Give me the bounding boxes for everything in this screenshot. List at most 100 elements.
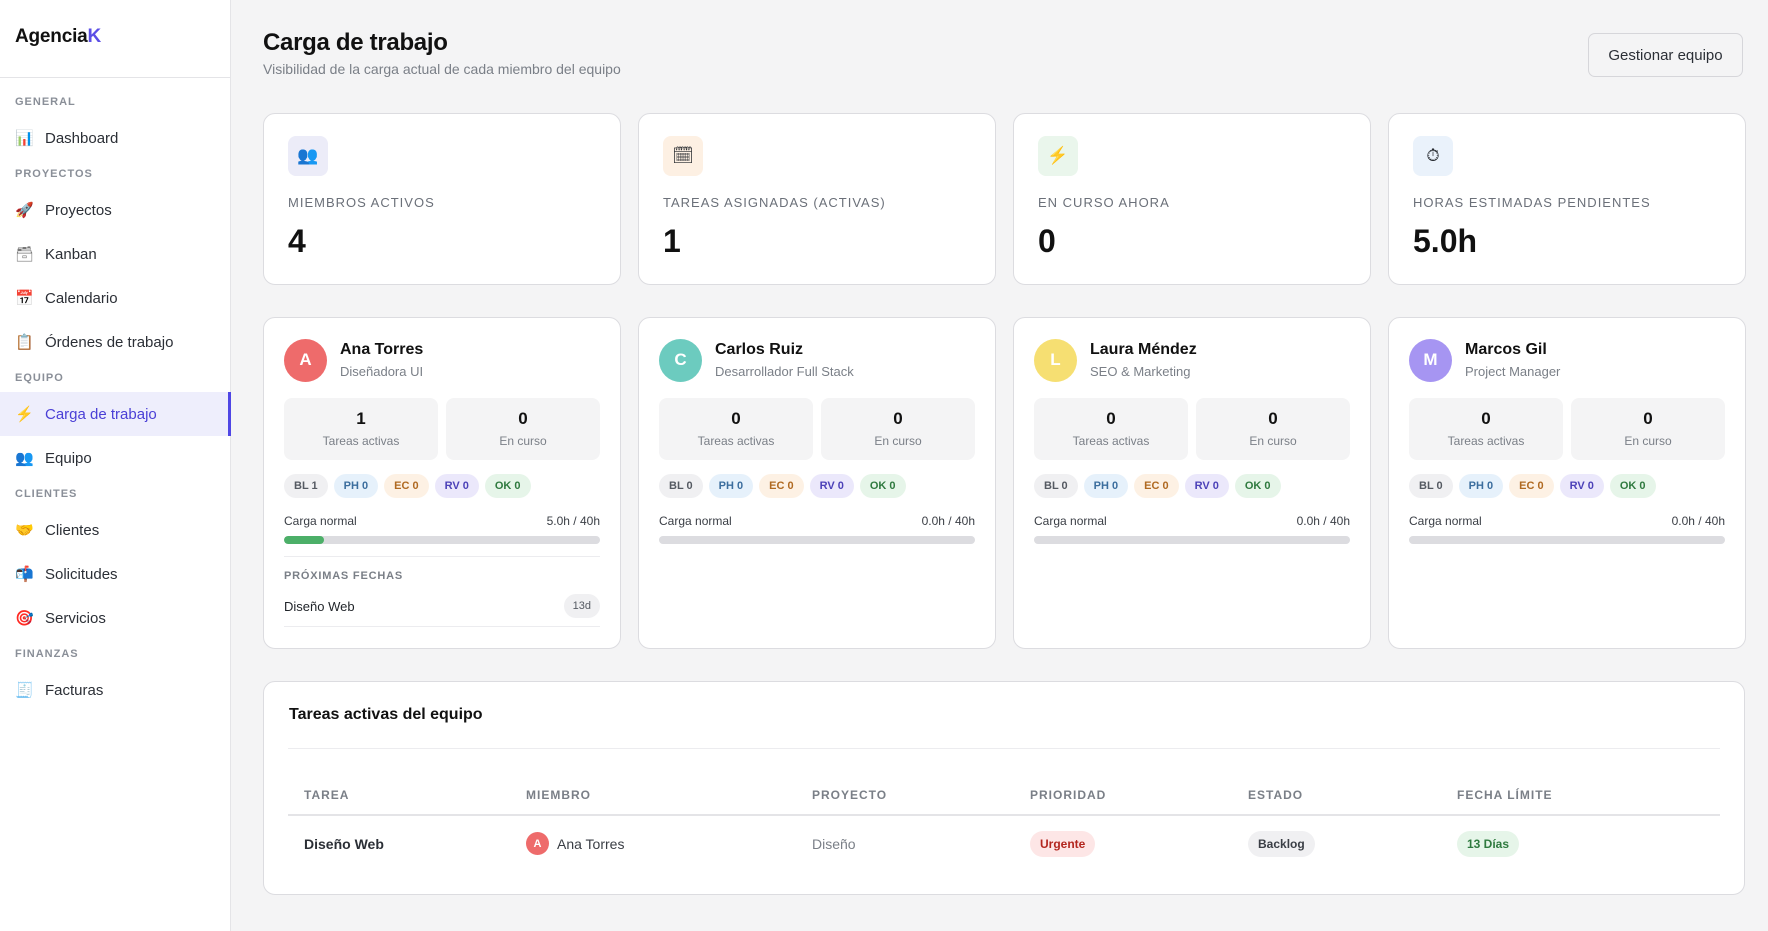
load-hours: 0.0h / 40h — [921, 514, 975, 528]
member-card[interactable]: M Marcos Gil Project Manager 0 Tareas activa… — [1388, 317, 1746, 649]
member-role: Diseñadora UI — [340, 364, 424, 379]
sidebar-item-label: Equipo — [45, 449, 92, 467]
member-card[interactable]: C Carlos Ruiz Desarrollador Full Stack 0 Tar… — [638, 317, 996, 649]
clipboard-icon: 📋 — [15, 334, 34, 351]
stat-card: ⏱ HORAS ESTIMADAS PENDIENTES 5.0h — [1388, 113, 1746, 285]
status-count-chip: OK 0 — [859, 474, 906, 498]
upcoming-dates: PRÓXIMAS FECHAS Diseño Web 13d — [284, 556, 600, 627]
member-header: L Laura Méndez SEO & Marketing — [1034, 338, 1350, 382]
lightning-icon: ⚡ — [1038, 136, 1078, 176]
sidebar-item-dashboard[interactable]: 📊 Dashboard — [0, 116, 230, 160]
status-count-chip: PH 0 — [1083, 474, 1129, 498]
status-count-chip: EC 0 — [384, 474, 429, 498]
calendar-icon: 🗓 — [663, 136, 703, 176]
people-icon: 👥 — [288, 136, 328, 176]
status-count-chip: RV 0 — [1559, 474, 1604, 498]
member-role: SEO & Marketing — [1090, 364, 1191, 379]
member-header: C Carlos Ruiz Desarrollador Full Stack — [659, 338, 975, 382]
people-icon: 👥 — [15, 450, 34, 467]
sidebar-item-label: Kanban — [45, 245, 97, 263]
member-name: Laura Méndez — [1090, 341, 1197, 358]
status-count-chip: PH 0 — [1458, 474, 1504, 498]
active-tasks-label: Tareas activas — [1447, 434, 1525, 448]
column-header-proyecto[interactable]: PROYECTO — [812, 775, 1030, 816]
table-row[interactable]: Diseño Web A Ana Torres Diseño Urgente B… — [288, 815, 1720, 871]
member-name: Marcos Gil — [1465, 341, 1547, 358]
sidebar-item-kanban[interactable]: 🗃 Kanban — [0, 232, 230, 276]
in-progress-label: En curso — [874, 434, 922, 448]
status-count-chip: OK 0 — [1234, 474, 1281, 498]
sidebar-item-equipo[interactable]: 👥 Equipo — [0, 436, 230, 480]
load-label: Carga normal — [1034, 514, 1107, 528]
stat-label: TAREAS ASIGNADAS (ACTIVAS) — [663, 195, 886, 210]
task-member-name: Ana Torres — [557, 835, 625, 852]
days-badge: 13d — [563, 594, 600, 618]
nav-section-clientes: CLIENTES — [15, 488, 78, 500]
in-progress-count: 0 — [518, 409, 528, 428]
member-cards: A Ana Torres Diseñadora UI 1 Tareas activas 0… — [263, 317, 1746, 649]
member-mini-stats: 0 Tareas activas 0 En curso — [1034, 398, 1350, 460]
member-role: Project Manager — [1465, 364, 1561, 379]
active-tasks-box: 0 Tareas activas — [659, 398, 813, 460]
in-progress-box: 0 En curso — [821, 398, 975, 460]
active-tasks-label: Tareas activas — [697, 434, 775, 448]
load-bar-fill — [284, 536, 324, 544]
column-header-miembro[interactable]: MIEMBRO — [526, 775, 812, 816]
avatar: A — [526, 832, 549, 855]
card-box-icon: 🗃 — [15, 246, 35, 263]
status-count-chip: EC 0 — [759, 474, 804, 498]
avatar: C — [659, 338, 702, 382]
load-row: Carga normal 5.0h / 40h — [284, 514, 600, 528]
in-progress-count: 0 — [1643, 409, 1653, 428]
calendar-icon: 📅 — [15, 290, 34, 307]
sidebar-item-facturas[interactable]: 🧾 Facturas — [0, 668, 230, 712]
load-hours: 5.0h / 40h — [546, 514, 600, 528]
stats-row: 👥 MIEMBROS ACTIVOS 4 🗓 TAREAS ASIGNADAS (ACT… — [263, 113, 1746, 285]
in-progress-count: 0 — [893, 409, 903, 428]
active-tasks-box: 1 Tareas activas — [284, 398, 438, 460]
member-mini-stats: 1 Tareas activas 0 En curso — [284, 398, 600, 460]
active-tasks-count: 1 — [356, 409, 366, 428]
in-progress-label: En curso — [499, 434, 547, 448]
upcoming-item[interactable]: Diseño Web 13d — [284, 594, 600, 627]
avatar: L — [1034, 338, 1077, 382]
sidebar-item-solicitudes[interactable]: 📬 Solicitudes — [0, 552, 230, 596]
column-header-estado[interactable]: ESTADO — [1248, 775, 1457, 816]
sidebar-item-servicios[interactable]: 🎯 Servicios — [0, 596, 230, 640]
active-tasks-label: Tareas activas — [322, 434, 400, 448]
sidebar-item-proyectos[interactable]: 🚀 Proyectos — [0, 188, 230, 232]
column-header-fecha-limite[interactable]: FECHA LÍMITE — [1457, 775, 1720, 816]
team-tasks-card: Tareas activas del equipo TAREA MIEMBRO … — [263, 681, 1745, 895]
table-header-row: TAREA MIEMBRO PROYECTO PRIORIDAD ESTADO … — [288, 775, 1720, 816]
status-badge: Backlog — [1248, 830, 1315, 857]
load-bar — [284, 536, 600, 544]
active-tasks-count: 0 — [1481, 409, 1491, 428]
task-name[interactable]: Diseño Web — [304, 835, 384, 852]
status-count-chip: RV 0 — [809, 474, 854, 498]
column-header-tarea[interactable]: TAREA — [288, 775, 526, 816]
column-header-prioridad[interactable]: PRIORIDAD — [1030, 775, 1248, 816]
active-tasks-box: 0 Tareas activas — [1034, 398, 1188, 460]
member-card[interactable]: L Laura Méndez SEO & Marketing 0 Tareas acti… — [1013, 317, 1371, 649]
sidebar-item-label: Proyectos — [45, 201, 112, 219]
stat-card: ⚡ EN CURSO AHORA 0 — [1013, 113, 1371, 285]
active-tasks-label: Tareas activas — [1072, 434, 1150, 448]
in-progress-count: 0 — [1268, 409, 1278, 428]
sidebar-item-clientes[interactable]: 🤝 Clientes — [0, 508, 230, 552]
sidebar-item-órdenes-de-trabajo[interactable]: 📋 Órdenes de trabajo — [0, 320, 230, 364]
member-card[interactable]: A Ana Torres Diseñadora UI 1 Tareas activas 0… — [263, 317, 621, 649]
load-bar — [1034, 536, 1350, 544]
in-progress-label: En curso — [1249, 434, 1297, 448]
status-count-chip: EC 0 — [1509, 474, 1554, 498]
status-count-chip: BL 1 — [284, 474, 328, 498]
load-hours: 0.0h / 40h — [1671, 514, 1725, 528]
sidebar-item-carga-de-trabajo[interactable]: ⚡ Carga de trabajo — [0, 392, 231, 436]
sidebar-item-calendario[interactable]: 📅 Calendario — [0, 276, 230, 320]
manage-team-button[interactable]: Gestionar equipo — [1588, 33, 1743, 77]
in-progress-box: 0 En curso — [1571, 398, 1725, 460]
member-name: Carlos Ruiz — [715, 341, 804, 358]
nav-section-equipo: EQUIPO — [15, 372, 64, 384]
brand-logo[interactable]: AgenciaK — [0, 0, 230, 78]
bar-chart-icon: 📊 — [15, 130, 34, 147]
sidebar-item-label: Carga de trabajo — [45, 405, 157, 423]
